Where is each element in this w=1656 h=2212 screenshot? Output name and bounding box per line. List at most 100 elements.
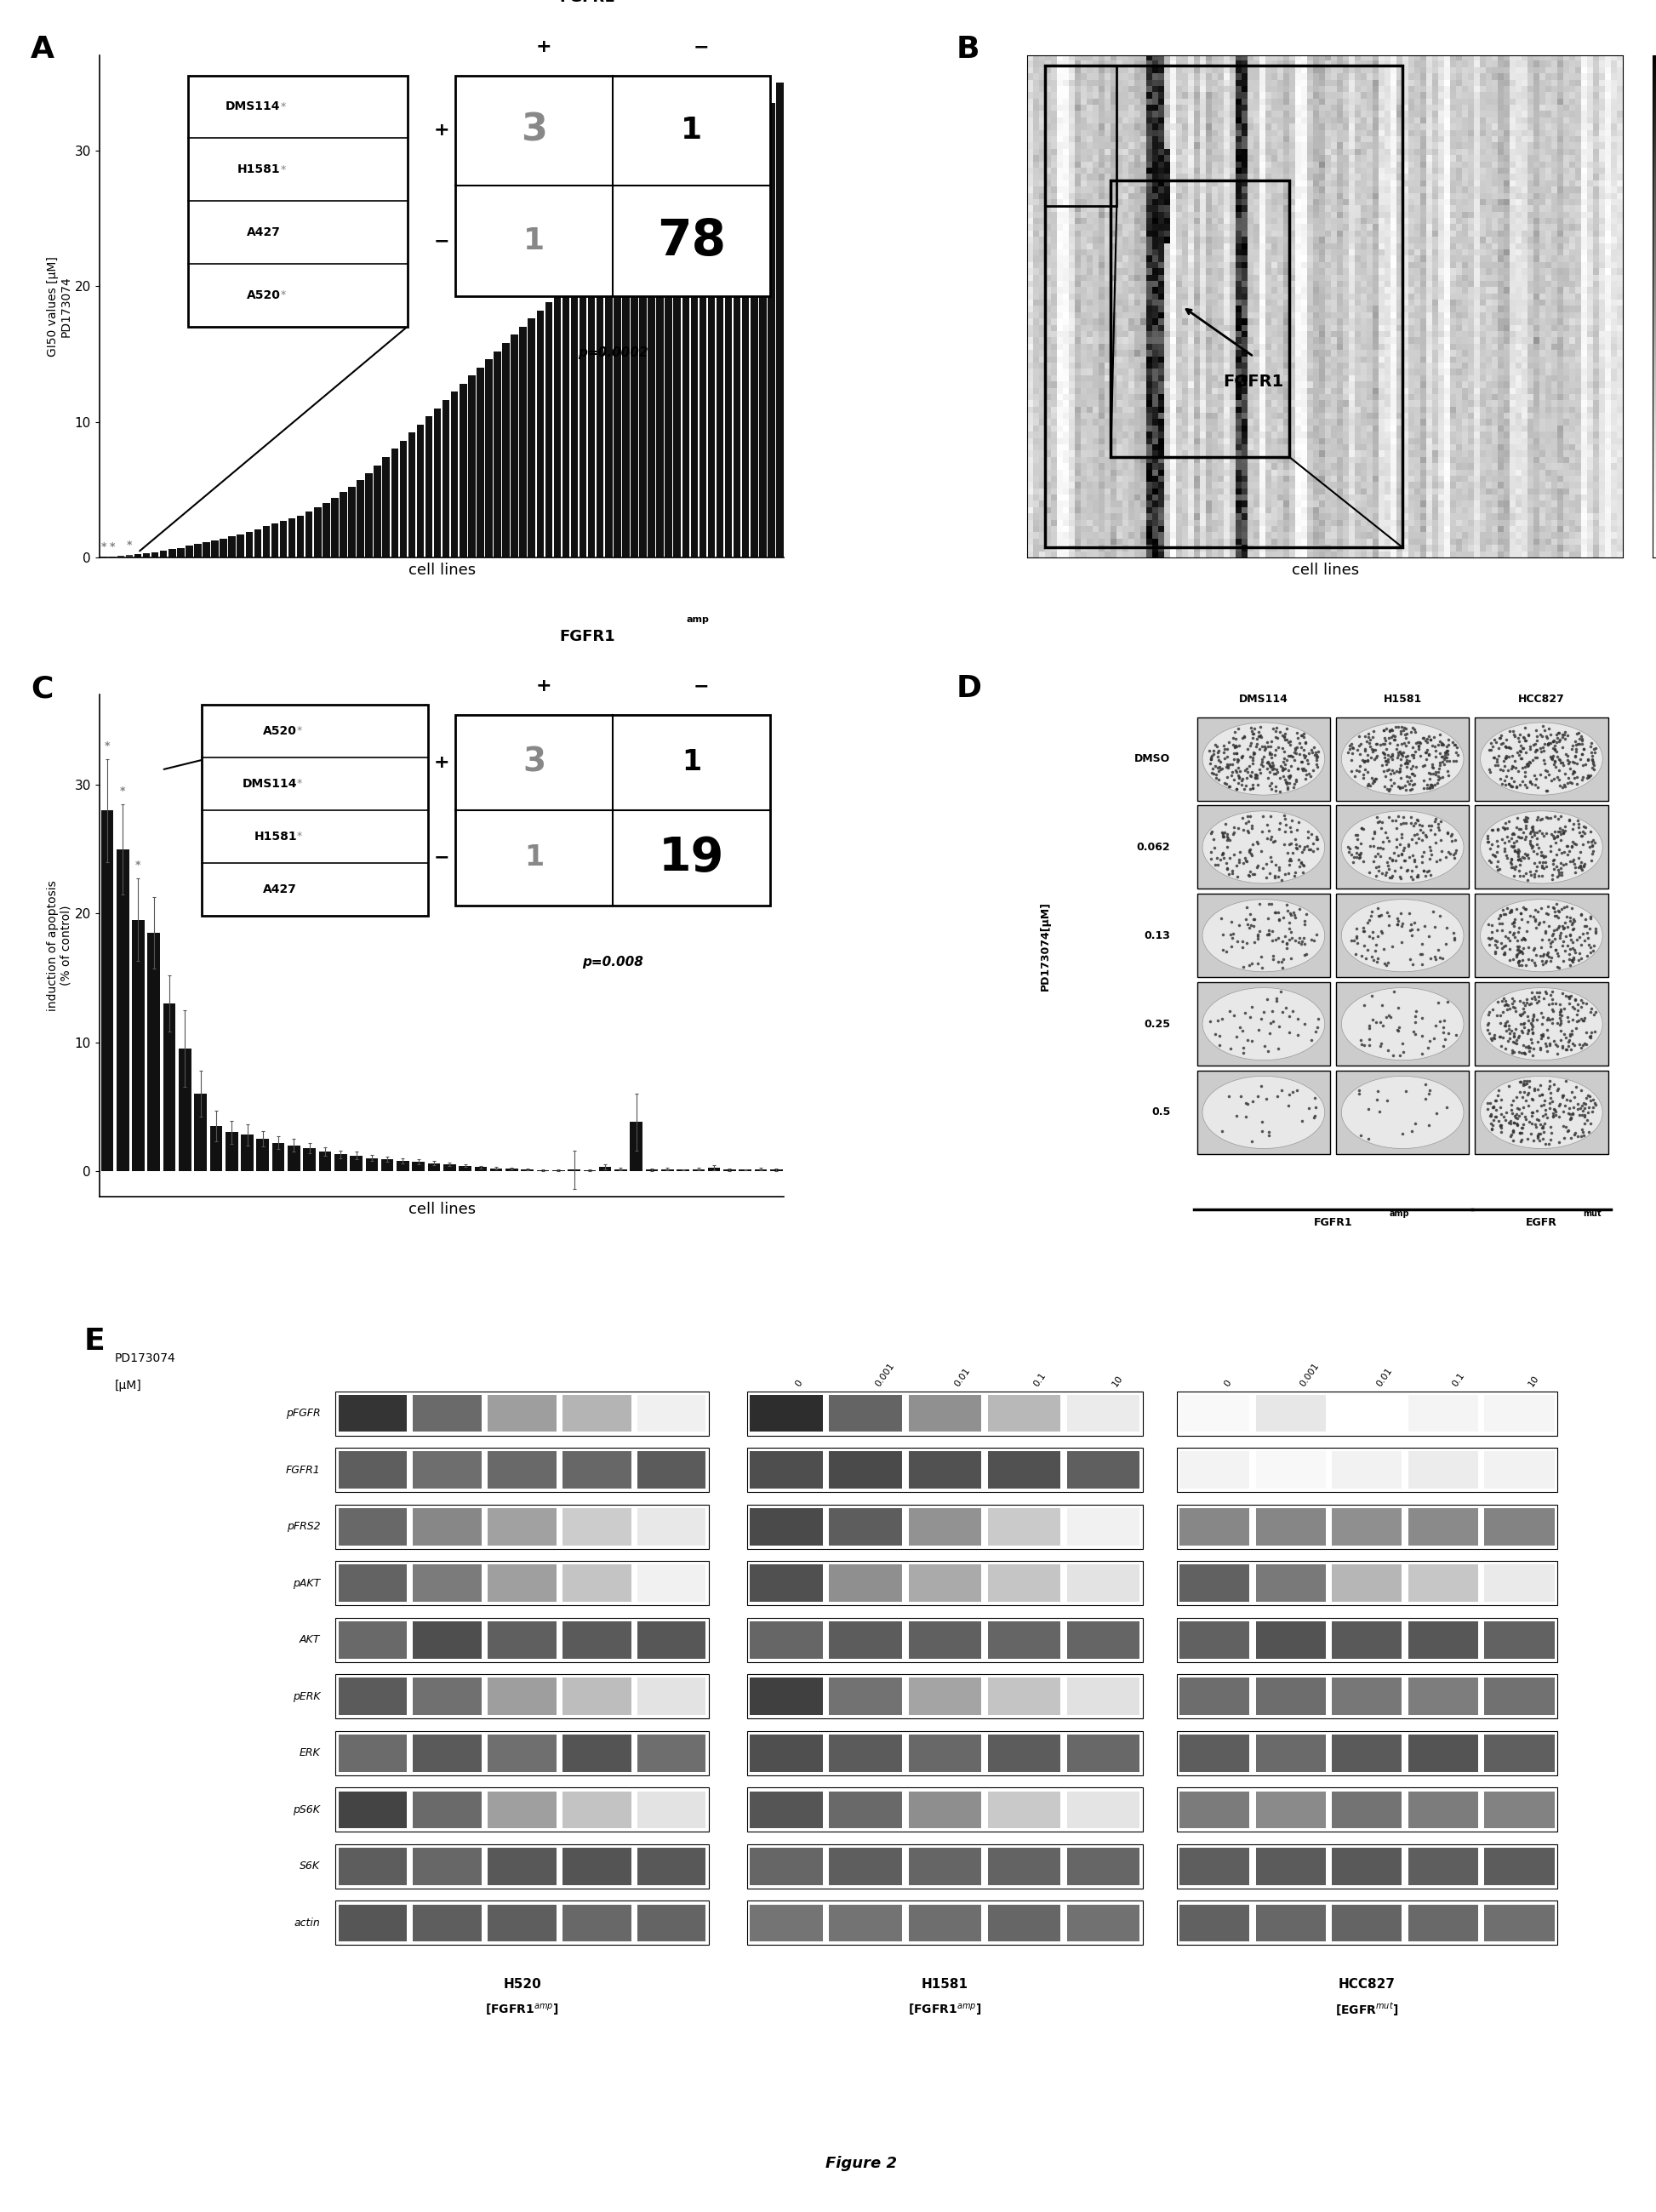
Point [1259,772,1285,807]
Point [1432,909,1459,945]
Point [1545,714,1572,750]
Point [1202,757,1229,792]
Point [1272,721,1298,757]
Point [1353,723,1379,759]
Point [1214,732,1240,768]
Point [1510,1066,1537,1102]
Point [1277,896,1303,931]
Point [1255,728,1282,763]
Point [1552,1119,1578,1155]
Point [1550,814,1577,849]
Point [1515,717,1542,752]
Point [1527,905,1553,940]
Point [1572,1086,1598,1121]
Point [1530,1015,1557,1051]
Point [1353,940,1379,975]
Point [1388,821,1414,856]
Point [1399,768,1426,803]
Point [1421,719,1447,754]
Point [1391,843,1418,878]
Point [1403,734,1429,770]
Text: FGFR1: FGFR1 [560,0,616,4]
Point [1290,847,1317,883]
Point [1512,1102,1538,1137]
Point [1363,761,1389,796]
Point [1497,894,1524,929]
Point [1489,1020,1515,1055]
Bar [1255,1734,1326,1772]
Point [1229,761,1255,796]
Bar [434,409,440,557]
Point [1507,1124,1533,1159]
Point [1222,730,1249,765]
Point [1575,1115,1601,1150]
Point [1416,830,1442,865]
Bar [717,164,724,557]
Point [1409,927,1436,962]
Point [1237,710,1264,745]
Point [1292,938,1318,973]
Point [1504,1108,1530,1144]
Point [1302,1015,1328,1051]
Point [1563,717,1590,752]
Point [1403,825,1429,860]
Point [1527,938,1553,973]
Point [1394,739,1421,774]
Point [1287,730,1313,765]
Point [1237,748,1264,783]
Point [1199,814,1225,849]
Point [1416,854,1442,889]
Point [1224,743,1250,779]
Point [1547,920,1573,956]
Point [1575,920,1601,956]
Point [1533,849,1560,885]
Point [1519,1082,1545,1117]
Point [1509,1013,1535,1048]
Point [1262,737,1288,772]
Point [1295,757,1321,792]
Point [1500,1020,1527,1055]
Point [1512,801,1538,836]
Point [1239,754,1265,790]
Point [1264,1079,1290,1115]
Point [1374,721,1401,757]
Bar [474,1168,487,1170]
Point [1504,929,1530,964]
Point [1398,763,1424,799]
Point [1225,759,1252,794]
Point [1201,821,1227,856]
Point [1565,942,1591,978]
Point [1240,900,1267,936]
Point [1530,845,1557,880]
Point [1386,752,1413,787]
Point [1220,816,1247,852]
Bar [253,529,262,557]
Point [1504,933,1530,969]
Bar [210,1126,222,1170]
Point [1283,1073,1310,1108]
Point [1201,757,1227,792]
Point [1575,741,1601,776]
Bar [1179,1905,1250,1942]
Point [1245,719,1272,754]
Text: amp: amp [686,615,709,624]
Text: 1: 1 [681,117,702,146]
Point [1419,770,1446,805]
Point [1199,739,1225,774]
Point [1363,838,1389,874]
Point [1565,805,1591,841]
Point [1515,940,1542,975]
Point [1442,823,1469,858]
Text: *: * [280,102,286,113]
Point [1288,845,1315,880]
Point [1573,938,1600,973]
Point [1247,757,1273,792]
Point [1548,854,1575,889]
Point [1240,827,1267,863]
Point [1555,743,1581,779]
Point [1497,1119,1524,1155]
Point [1528,929,1555,964]
Point [1482,1093,1509,1128]
Point [1505,723,1532,759]
Point [1247,710,1273,745]
